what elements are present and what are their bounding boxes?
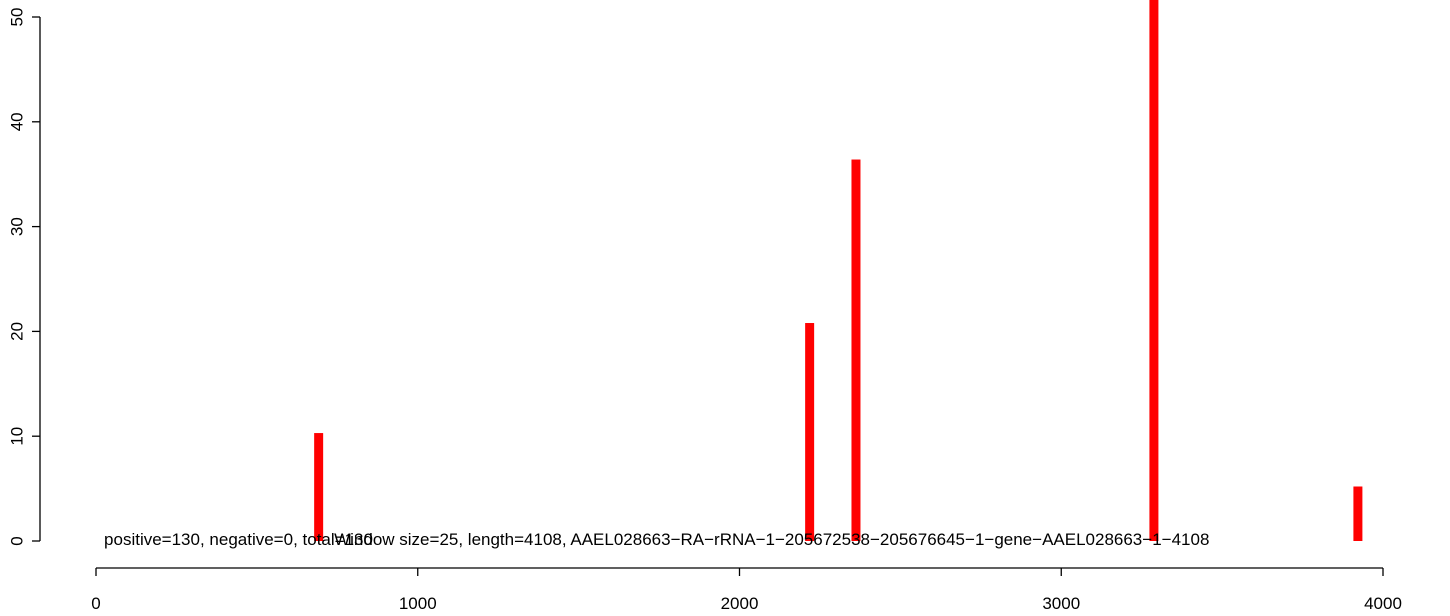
y-tick-label: 10 [7,427,26,446]
x-tick-label: 2000 [721,594,759,613]
x-tick-label: 1000 [399,594,437,613]
y-tick-label: 30 [7,217,26,236]
y-axis: 0 10 20 30 40 50 [7,8,41,546]
bar [805,323,815,541]
annotation-text: positive=130, negative=0, total=130 [104,530,373,549]
bar [1353,486,1363,541]
bar [1149,0,1159,541]
annotations: positive=130, negative=0, total=130Windo… [104,530,1209,549]
bar [851,159,861,541]
bars [314,0,1363,541]
x-tick-label: 3000 [1042,594,1080,613]
y-tick-label: 0 [7,536,26,545]
annotation-text: Window size=25, length=4108, AAEL028663−… [334,530,1209,549]
y-tick-label: 50 [7,8,26,27]
x-tick-label: 0 [91,594,100,613]
bar [314,433,324,541]
y-tick-label: 20 [7,322,26,341]
x-axis: 0 1000 2000 3000 4000 [91,567,1402,613]
x-tick-label: 4000 [1364,594,1402,613]
y-tick-label: 40 [7,112,26,131]
